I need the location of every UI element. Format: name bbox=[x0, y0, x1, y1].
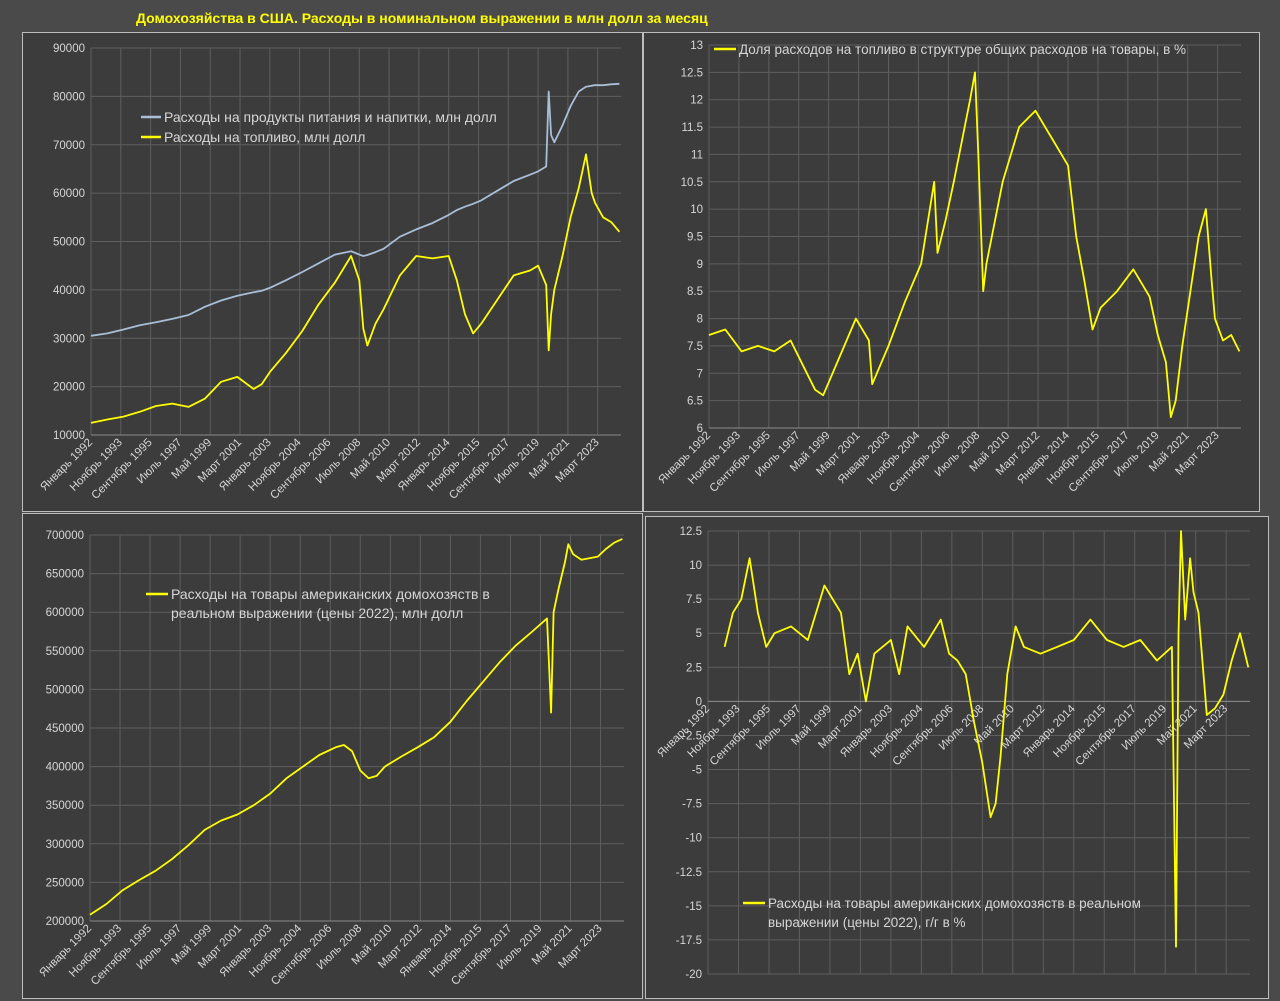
x-tick-label: Ноябрь 1993 bbox=[67, 923, 124, 980]
y-tick-label: 550000 bbox=[46, 646, 84, 658]
x-tick-label: Ноябрь 2015 bbox=[1045, 430, 1102, 487]
y-tick-label: -7.5 bbox=[682, 799, 702, 811]
y-tick-label: 8 bbox=[697, 314, 703, 326]
y-tick-label: 6 bbox=[697, 423, 703, 435]
x-tick-label: Январь 2014 bbox=[398, 922, 455, 979]
legend-label-2: Расходы на топливо, млн долл bbox=[164, 129, 365, 145]
y-tick-label: 450000 bbox=[46, 723, 84, 735]
x-tick-label: Январь 1992 bbox=[38, 437, 95, 494]
y-tick-label: 12 bbox=[690, 95, 703, 107]
x-tick-label: Январь 1992 bbox=[37, 923, 94, 980]
y-tick-label: 12.5 bbox=[681, 67, 703, 79]
y-tick-label: 9.5 bbox=[687, 232, 703, 244]
y-tick-label: 250000 bbox=[46, 877, 84, 889]
y-tick-label: -10 bbox=[685, 833, 702, 845]
y-tick-label: 10000 bbox=[53, 430, 85, 442]
y-tick-label: 10.5 bbox=[681, 177, 703, 189]
y-tick-label: -15 bbox=[685, 901, 702, 913]
chart-panel-real-goods-spending: 200000 250000 300000 350000 400000 450000 5000… bbox=[22, 513, 643, 999]
x-tick-label: Ноябрь 2015 bbox=[427, 923, 484, 980]
y-tick-label: 300000 bbox=[46, 839, 84, 851]
chart-panel-real-goods-yoy: -20 -17.5 -15 -12.5 -10 -7.5 -5 -2.5 0 2.5 5 7.5 10 1… bbox=[645, 516, 1269, 999]
y-tick-label: 10 bbox=[690, 204, 703, 216]
chart-panel-food-fuel-spending: 10000 20000 30000 40000 50000 60000 70000 80000… bbox=[22, 32, 643, 512]
y-tick-label: -2.5 bbox=[682, 730, 702, 742]
y-tick-label: 8.5 bbox=[687, 286, 703, 298]
y-tick-label: 20000 bbox=[53, 382, 85, 394]
y-tick-label: -5 bbox=[692, 765, 702, 777]
y-tick-label: 40000 bbox=[53, 285, 85, 297]
legend-label-1: Доля расходов на топливо в структуре общ… bbox=[739, 42, 1186, 57]
y-tick-label: 7.5 bbox=[687, 341, 703, 353]
y-tick-label: 13 bbox=[690, 40, 703, 52]
chart-fuel-share: 6 6.5 7 7.5 8 8.5 9 9.5 10 10.5 11 11.5 12 12.5 13 Янва… bbox=[656, 40, 1241, 495]
chart-food-fuel-spending: 10000 20000 30000 40000 50000 60000 70000 80000… bbox=[38, 43, 621, 502]
y-tick-label: 7 bbox=[697, 368, 703, 380]
legend-label-1: Расходы на товары американских домохозяс… bbox=[768, 896, 1141, 911]
legend-label-1: реальном выражении (цены 2022), млн долл bbox=[171, 605, 463, 621]
y-tick-label: 600000 bbox=[46, 607, 84, 619]
series-line-1 bbox=[723, 530, 1250, 948]
y-tick-label: 60000 bbox=[53, 188, 85, 200]
y-tick-label: -17.5 bbox=[676, 935, 702, 947]
x-tick-label: Ноябрь 2004 bbox=[247, 922, 304, 979]
x-tick-label: Январь 1992 bbox=[655, 703, 712, 760]
y-tick-label: 30000 bbox=[53, 333, 85, 345]
y-tick-label: 0 bbox=[696, 696, 702, 708]
y-tick-label: 10 bbox=[689, 560, 702, 572]
y-tick-label: 7.5 bbox=[686, 594, 702, 606]
y-tick-label: 80000 bbox=[53, 91, 85, 103]
y-tick-label: 350000 bbox=[46, 800, 84, 812]
y-tick-label: 12.5 bbox=[680, 526, 702, 538]
series-line-1 bbox=[90, 82, 620, 337]
y-tick-label: 6.5 bbox=[687, 396, 703, 408]
y-tick-label: 650000 bbox=[46, 569, 84, 581]
y-tick-label: 9 bbox=[697, 259, 703, 271]
y-tick-label: 400000 bbox=[46, 762, 84, 774]
y-tick-label: 5 bbox=[696, 628, 702, 640]
chart-real-goods-yoy: -20 -17.5 -15 -12.5 -10 -7.5 -5 -2.5 0 2.5 5 7.5 10 1… bbox=[655, 526, 1250, 981]
x-tick-label: Январь 2014 bbox=[1015, 429, 1072, 486]
x-tick-label: Ноябрь 1993 bbox=[686, 430, 743, 487]
y-tick-label: -20 bbox=[685, 969, 702, 981]
y-tick-label: 90000 bbox=[53, 43, 85, 55]
page-title: Домохозяйства в США. Расходы в номинальн… bbox=[136, 10, 708, 26]
chart-panel-fuel-share: 6 6.5 7 7.5 8 8.5 9 9.5 10 10.5 11 11.5 12 12.5 13 Янва… bbox=[643, 32, 1260, 512]
series-line-2 bbox=[90, 153, 621, 424]
legend-label-1: Расходы на продукты питания и напитки, м… bbox=[164, 109, 497, 125]
y-tick-label: 500000 bbox=[46, 684, 84, 696]
x-tick-label: Январь 1992 bbox=[656, 430, 713, 487]
y-tick-label: -12.5 bbox=[676, 867, 702, 879]
y-tick-label: 700000 bbox=[46, 530, 84, 542]
series-line-1 bbox=[89, 538, 623, 916]
y-tick-label: 70000 bbox=[53, 140, 85, 152]
y-tick-label: 50000 bbox=[53, 237, 85, 249]
y-tick-label: 2.5 bbox=[686, 662, 702, 674]
series-line-1 bbox=[708, 71, 1241, 419]
y-tick-label: 11.5 bbox=[681, 122, 703, 134]
y-tick-label: 11 bbox=[691, 149, 703, 161]
x-tick-label: Январь 2003 bbox=[217, 437, 274, 494]
legend-label-1: выражении (цены 2022), г/г в % bbox=[768, 915, 966, 930]
y-tick-label: 200000 bbox=[46, 916, 84, 928]
chart-real-goods-spending: 200000 250000 300000 350000 400000 450000 5000… bbox=[37, 530, 624, 988]
legend-label-1: Расходы на товары американских домохозяс… bbox=[171, 586, 490, 602]
